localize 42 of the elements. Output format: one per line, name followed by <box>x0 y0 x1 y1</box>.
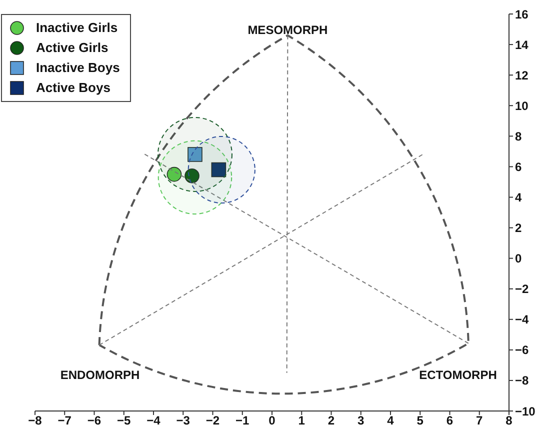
y-tick-label: −10 <box>515 404 536 418</box>
y-tick-label: 14 <box>515 38 529 52</box>
y-tick-label: 0 <box>515 252 522 266</box>
y-tick-label: 8 <box>515 129 522 144</box>
x-tick-label: −3 <box>176 414 190 428</box>
x-tick-label: 2 <box>328 414 335 428</box>
legend-label: Active Boys <box>36 79 110 97</box>
y-tick-label: −2 <box>515 282 530 296</box>
y-tick-label: 12 <box>515 68 529 82</box>
y-tick-label: 16 <box>515 7 529 22</box>
x-tick-label: 5 <box>416 414 424 428</box>
y-tick-label: 2 <box>515 221 522 236</box>
x-tick-label: −7 <box>58 414 72 428</box>
x-tick-label: 1 <box>298 414 306 428</box>
legend-label: Inactive Girls <box>36 19 118 37</box>
x-tick-label: −1 <box>236 414 250 428</box>
x-tick-label: 4 <box>387 414 394 428</box>
legend-label: Active Girls <box>36 39 108 57</box>
annotation: ECTOMORPH <box>419 368 497 382</box>
x-tick-label: 8 <box>506 414 513 428</box>
y-tick-label: −6 <box>515 343 530 358</box>
y-tick-label: 4 <box>515 190 522 204</box>
y-tick-label: −4 <box>515 312 530 327</box>
annotation: ENDOMORPH <box>60 368 140 382</box>
x-tick-label: 0 <box>268 414 276 428</box>
y-tick-label: 6 <box>515 160 522 174</box>
point <box>166 166 182 182</box>
x-tick-label: −8 <box>28 414 42 428</box>
y-tick-label: −8 <box>515 374 530 388</box>
point <box>211 162 226 178</box>
legend-label: Inactive Boys <box>36 59 120 77</box>
x-tick-label: −2 <box>206 414 220 428</box>
x-tick-label: 6 <box>446 414 454 428</box>
y-tick-label: 10 <box>515 98 529 113</box>
x-tick-label: 3 <box>358 414 365 428</box>
x-tick-label: −5 <box>117 414 132 428</box>
x-tick-label: −4 <box>146 414 161 428</box>
x-tick-label: 7 <box>476 414 484 428</box>
point <box>188 147 202 162</box>
annotation: MESOMORPH <box>248 23 328 37</box>
x-tick-label: −6 <box>87 414 102 428</box>
point <box>184 168 200 184</box>
